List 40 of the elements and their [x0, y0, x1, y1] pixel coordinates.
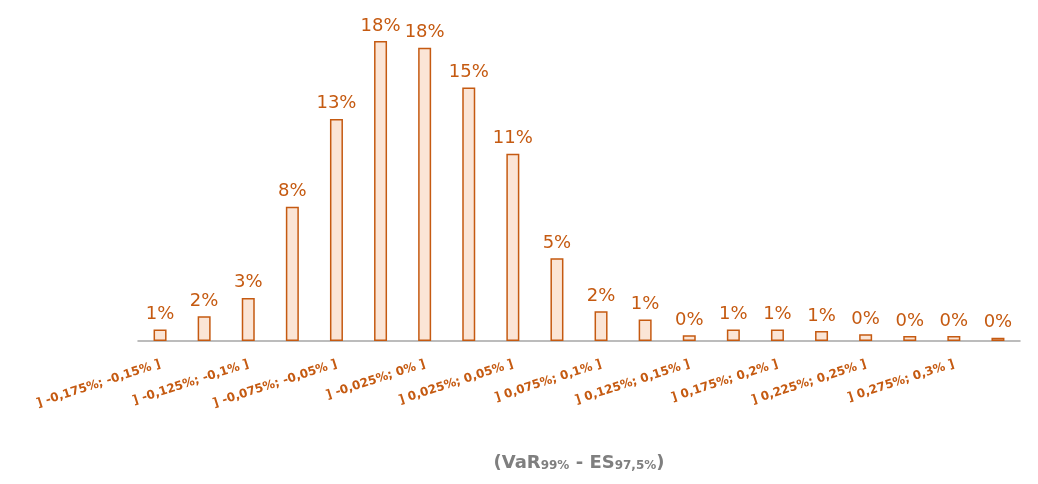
- bar: [374, 41, 388, 341]
- bar: [462, 87, 476, 341]
- data-label: 5%: [542, 230, 572, 252]
- data-label: 15%: [448, 59, 489, 81]
- bar: [241, 297, 255, 341]
- data-label: 1%: [630, 291, 660, 313]
- data-label: 0%: [851, 306, 880, 328]
- data-label: 0%: [674, 307, 704, 329]
- bar: [550, 258, 564, 341]
- data-label: 2%: [189, 288, 219, 310]
- data-label: 1%: [807, 303, 836, 325]
- bar: [726, 329, 740, 341]
- data-label: 1%: [763, 301, 792, 323]
- bar: [418, 47, 432, 341]
- bar: [815, 331, 829, 341]
- bar: [859, 334, 873, 341]
- data-label: 13%: [316, 91, 357, 113]
- bar: [153, 329, 167, 341]
- data-label: 1%: [719, 301, 748, 323]
- bar: [947, 336, 961, 341]
- bar: [329, 118, 343, 341]
- data-label: 0%: [895, 308, 925, 330]
- x-axis-title: (VaR99% - ES97,5%): [493, 450, 665, 472]
- bar: [285, 206, 299, 341]
- bar: [197, 316, 211, 341]
- data-label: 0%: [983, 310, 1013, 332]
- bar: [638, 319, 652, 341]
- data-label: 11%: [492, 126, 533, 148]
- data-label: 2%: [586, 283, 616, 305]
- data-label: 1%: [145, 301, 175, 323]
- bar: [903, 336, 917, 341]
- bar: [770, 329, 784, 341]
- bar: [594, 311, 608, 341]
- data-label: 3%: [233, 270, 263, 292]
- bar: [682, 335, 696, 341]
- data-label: 18%: [404, 20, 445, 42]
- bar: [506, 153, 520, 341]
- data-label: 8%: [278, 179, 307, 201]
- data-label: 0%: [939, 308, 969, 330]
- data-label: 18%: [360, 13, 401, 35]
